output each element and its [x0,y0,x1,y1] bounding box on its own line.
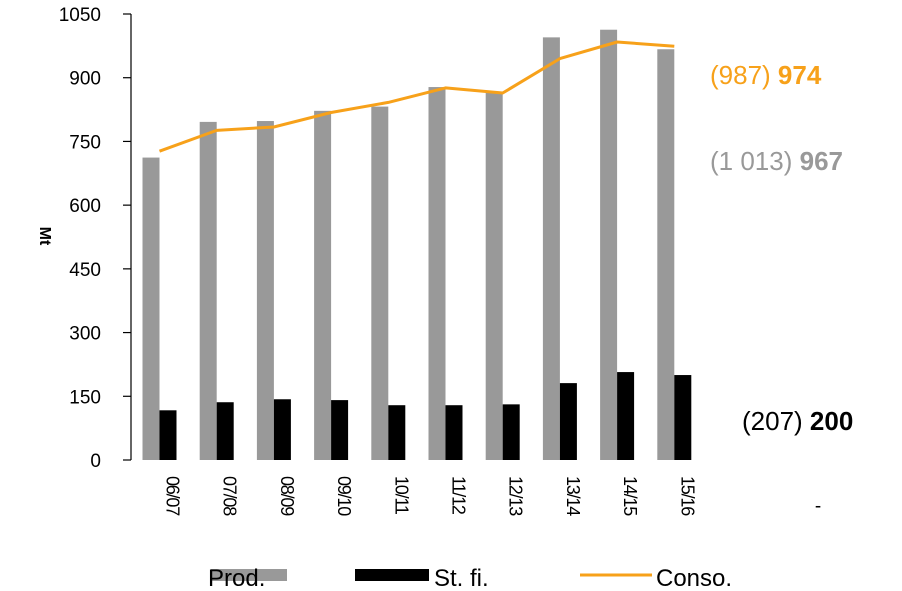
x-tick-label: 07/08 [220,476,240,516]
x-tick-label: 11/12 [449,476,469,515]
stock-bars [159,372,692,460]
bar-prod-10/11 [371,106,389,461]
prod-bars [142,29,675,461]
y-tick-label: 450 [69,260,101,281]
bar-stock-15/16 [674,375,692,460]
bar-stock-11/12 [445,405,463,460]
annotation-stock: (207) 200 [742,406,853,436]
bar-prod-15/16 [657,49,675,460]
x-tick-label: 15/16 [677,476,697,516]
x-axis-labels: 06/07 07/08 08/09 09/10 10/11 11/12 12/13 13/14… [163,476,698,516]
x-tick-label: 14/15 [620,476,640,516]
legend-label-prod: Prod. [208,565,265,591]
y-tick-label: 900 [69,69,101,90]
bar-prod-06/07 [142,157,160,460]
y-tick-label: 750 [69,132,101,153]
bar-prod-14/15 [600,29,618,461]
bar-prod-09/10 [314,110,332,461]
annotation-stock-prev: (207) [742,406,810,436]
conso-line [158,40,675,153]
x-tick-label: 12/13 [506,476,526,516]
annotation-prod-prev: (1 013) [710,146,800,176]
legend-swatch-prod [211,569,287,581]
bar-stock-10/11 [388,405,406,460]
bar-prod-11/12 [428,87,446,460]
y-tick-label: 300 [69,324,101,345]
bar-prod-08/09 [256,121,274,460]
legend: Prod. St. fi. Conso. [208,565,732,591]
annotation-conso-prev: (987) [710,60,778,90]
bar-stock-08/09 [273,399,291,460]
annotation-prod: (1 013) 967 [710,146,843,176]
y-tick-label: 1050 [59,5,101,26]
y-tick-label: 600 [69,196,101,217]
annotation-conso-value: 974 [778,60,822,90]
y-tick-label: 0 [90,451,101,472]
bar-prod-07/08 [199,121,217,460]
bar-stock-06/07 [159,410,177,460]
bar-stock-07/08 [216,402,234,460]
bar-stock-14/15 [617,372,635,460]
x-tick-label: 10/11 [391,476,411,515]
annotation-conso: (987) 974 [710,60,822,90]
bar-prod-12/13 [485,92,503,460]
legend-swatch-stock [355,569,429,581]
bar-prod-13/14 [542,37,560,460]
y-axis-title: Mt [36,227,53,246]
y-axis: 0 150 300 450 600 750 900 1050 [59,5,132,472]
y-tick-label: 150 [69,387,101,408]
annotation-prod-value: 967 [800,146,843,176]
x-tick-label: 13/14 [563,476,583,516]
bar-stock-12/13 [502,404,520,460]
bar-stock-09/10 [331,400,349,460]
bar-stock-13/14 [559,383,577,460]
annotation-stock-value: 200 [810,406,853,436]
x-tick-label: 08/09 [277,476,297,516]
legend-label-conso: Conso. [656,565,732,591]
x-tick-label: 09/10 [334,476,354,516]
x-tick-label: 06/07 [163,476,183,516]
legend-label-stock: St. fi. [434,565,489,591]
stray-mark: - [815,496,821,517]
